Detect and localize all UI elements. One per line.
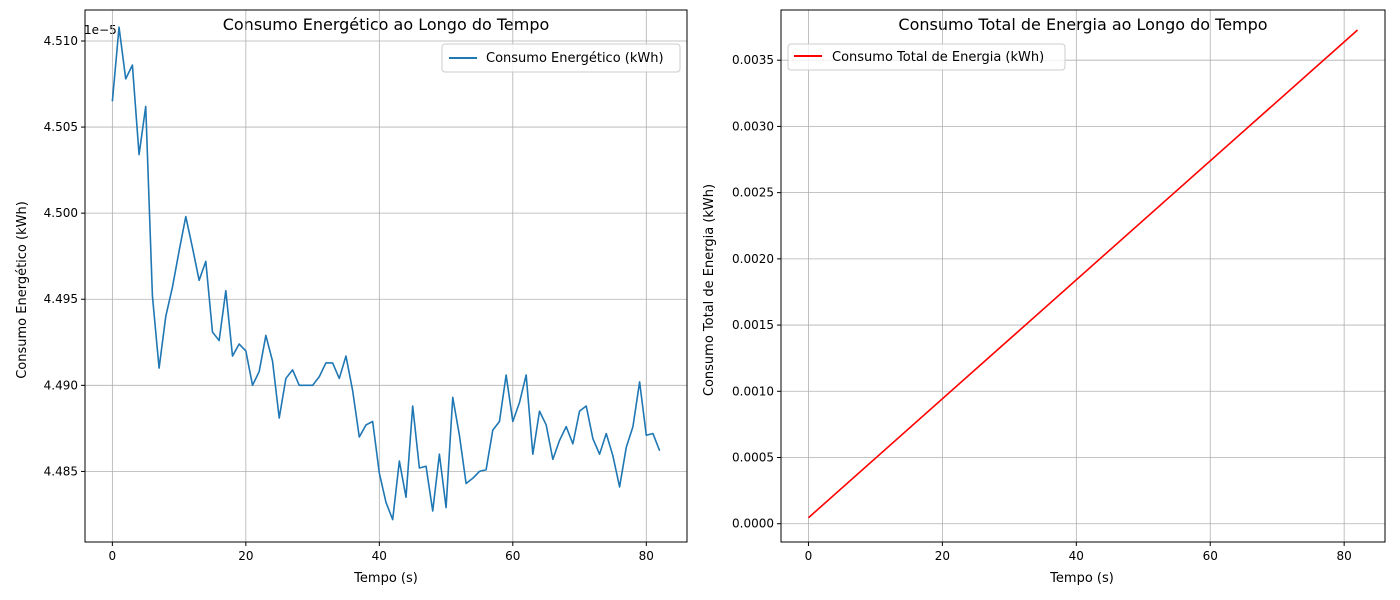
plot-area: [807, 29, 1359, 519]
chart-title: Consumo Total de Energia ao Longo do Tem…: [898, 15, 1267, 34]
x-tick-label: 20: [935, 549, 950, 563]
series-line: [111, 26, 661, 521]
x-axis-label: Tempo (s): [1049, 571, 1114, 586]
y-tick-label: 4.490: [44, 378, 78, 392]
series-line: [807, 29, 1359, 519]
y-tick-label: 4.505: [44, 120, 78, 134]
y-tick-label: 0.0015: [732, 318, 774, 332]
axis-ticks: 0 20 40 60 80 0.0000 0.0005 0.0010 0.0015 0.0020 0…: [732, 53, 1352, 563]
x-tick-label: 80: [639, 549, 654, 563]
y-tick-label: 4.510: [44, 34, 78, 48]
legend-box: [441, 43, 681, 73]
axes-frame: [780, 9, 1386, 543]
y-tick-label: 0.0005: [732, 451, 774, 465]
x-tick-label: 80: [1337, 549, 1352, 563]
axis-ticks: 0 20 40 60 80 4.485 4.490 4.495 4.500 4.505 4.510: [44, 34, 654, 563]
grid-lines: [85, 10, 687, 542]
chart-title: Consumo Energético ao Longo do Tempo: [223, 15, 550, 34]
legend-box: [787, 43, 1066, 71]
y-tick-label: 4.500: [44, 206, 78, 220]
energy-consumption-chart: Consumo Energético ao Longo do Tempo 1e−…: [15, 9, 688, 586]
plot-area: [111, 26, 661, 521]
x-axis-label: Tempo (s): [353, 571, 418, 586]
legend-entry-label: Consumo Energético (kWh): [486, 51, 664, 66]
x-tick-label: 40: [1069, 549, 1084, 563]
legend-entry-label: Consumo Total de Energia (kWh): [832, 50, 1044, 65]
y-tick-label: 0.0000: [732, 517, 774, 531]
y-tick-label: 4.495: [44, 292, 78, 306]
y-tick-label: 4.485: [44, 464, 78, 478]
legend: Consumo Energético (kWh): [441, 43, 681, 73]
y-offset-text: 1e−5: [84, 23, 117, 37]
x-tick-label: 60: [1203, 549, 1218, 563]
x-tick-label: 0: [805, 549, 813, 563]
x-tick-label: 40: [372, 549, 387, 563]
y-tick-label: 0.0035: [732, 53, 774, 67]
y-tick-label: 0.0030: [732, 119, 774, 133]
x-tick-label: 20: [238, 549, 253, 563]
axes-frame: [84, 9, 688, 543]
y-tick-label: 0.0025: [732, 186, 774, 200]
total-energy-chart: Consumo Total de Energia ao Longo do Tem…: [702, 9, 1386, 586]
legend: Consumo Total de Energia (kWh): [787, 43, 1066, 71]
y-tick-label: 0.0010: [732, 384, 774, 398]
y-axis-label: Consumo Energético (kWh): [15, 201, 30, 379]
x-tick-label: 60: [505, 549, 520, 563]
y-tick-label: 0.0020: [732, 252, 774, 266]
grid-lines: [781, 10, 1385, 542]
y-axis-label: Consumo Total de Energia (kWh): [702, 184, 717, 396]
x-tick-label: 0: [109, 549, 117, 563]
